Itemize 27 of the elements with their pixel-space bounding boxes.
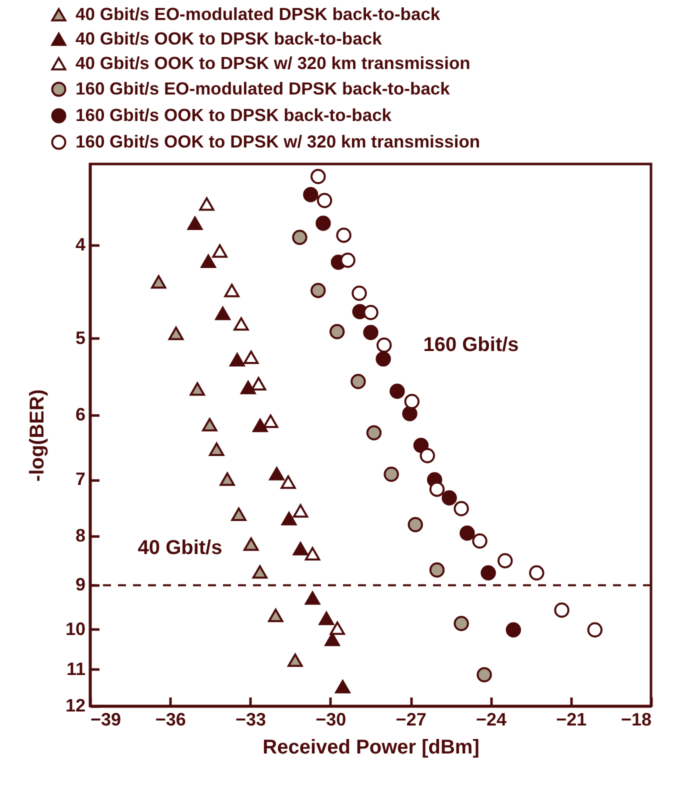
x-tick-label: −33 (236, 710, 266, 730)
x-tick-label: −39 (90, 710, 122, 730)
legend-label: 40 Gbit/s EO-modulated DPSK back-to-back (76, 4, 440, 24)
x-axis-title: Received Power [dBm] (262, 736, 480, 758)
annotation: 40 Gbit/s (138, 537, 222, 559)
x-tick-label: −27 (396, 710, 426, 730)
x-tick-label: −18 (620, 710, 652, 730)
y-tick-label: 8 (75, 525, 86, 546)
legend-label: 40 Gbit/s OOK to DPSK back-to-back (76, 28, 382, 48)
legend-label: 160 Gbit/s OOK to DPSK w/ 320 km transmission (76, 131, 480, 152)
y-tick-label: 11 (66, 658, 86, 679)
y-tick-label: 4 (75, 234, 86, 254)
x-tick-label: −24 (476, 710, 506, 730)
annotation: 160 Gbit/s (423, 334, 519, 356)
x-tick-label: −36 (155, 710, 186, 730)
legend-label: 40 Gbit/s OOK to DPSK w/ 320 km transmission (76, 52, 470, 73)
y-tick-label: 6 (75, 404, 86, 424)
y-tick-label: 10 (65, 618, 86, 639)
x-tick-label: −30 (316, 710, 346, 730)
y-tick-label: 9 (75, 574, 86, 595)
x-tick-label: −21 (556, 710, 587, 730)
y-tick-label: 5 (75, 328, 86, 348)
y-axis-title: -log(BER) (26, 389, 48, 482)
y-tick-label: 7 (75, 469, 86, 490)
legend-label: 160 Gbit/s EO-modulated DPSK back-to-back (76, 78, 450, 98)
y-tick-label: 12 (65, 696, 86, 716)
legend-label: 160 Gbit/s OOK to DPSK back-to-back (76, 104, 392, 125)
